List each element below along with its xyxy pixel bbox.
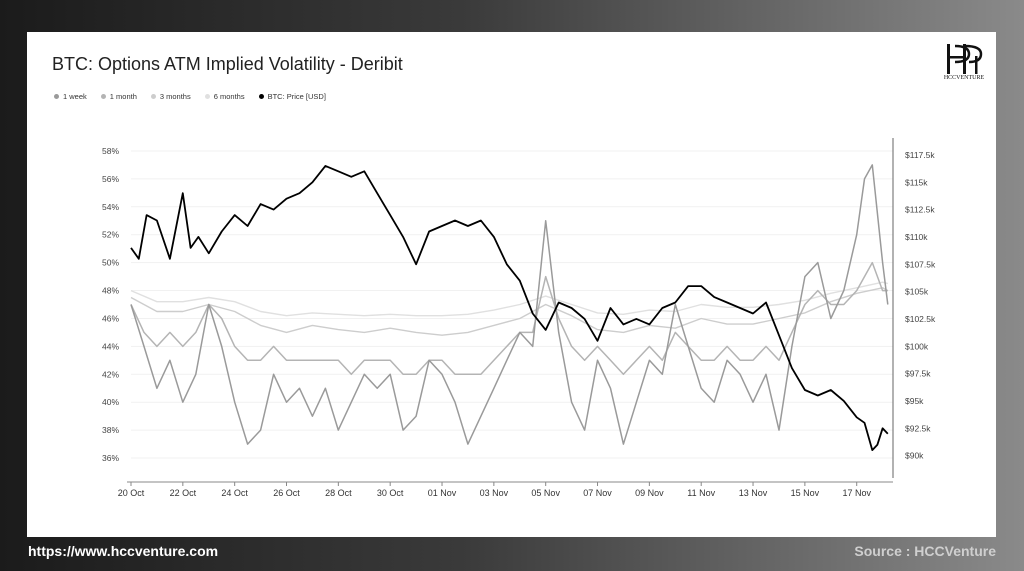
y-right-tick-label: $112.5k: [905, 205, 935, 215]
chart-plot: 58% 56% 54% 52% 50% 48% 46% 44% 42% 40% 38% 36% $117…: [102, 138, 936, 498]
chart-card: BTC: Options ATM Implied Volatility - De…: [27, 32, 996, 537]
y-right-tick-label: $92.5k: [905, 423, 931, 433]
y-right-tick-label: $102.5k: [905, 314, 936, 324]
y-right-tick-label: $115k: [905, 177, 928, 187]
legend-dot-1-month: [100, 94, 106, 99]
logo-text: HCCVENTURE: [943, 75, 985, 81]
legend-item-3-months[interactable]: 3 months: [150, 92, 191, 101]
chart-legend: 1 week 1 month 3 months 6 months BTC: Pr…: [54, 92, 326, 101]
y-left-tick-label: 42%: [102, 369, 119, 379]
legend-dot-3-months: [150, 94, 156, 99]
legend-item-6-months[interactable]: 6 months: [204, 92, 245, 101]
y-right-tick-label: $95k: [905, 396, 924, 406]
x-tick-label: 24 Oct: [221, 488, 248, 498]
series-line-btc-price: [130, 164, 889, 452]
y-right-tick-label: $107.5k: [905, 259, 936, 269]
footer-source: Source : HCCVenture: [854, 543, 996, 559]
series-line-6-months: [130, 281, 888, 317]
y-right-tick-label: $110k: [905, 232, 928, 242]
x-tick-label: 20 Oct: [118, 488, 145, 498]
y-left-tick-label: 40%: [102, 397, 119, 407]
y-right-tick-label: $100k: [905, 341, 929, 351]
legend-label-btc-price: BTC: Price [USD]: [267, 92, 326, 101]
x-tick-label: 26 Oct: [273, 488, 300, 498]
x-tick-label: 13 Nov: [739, 488, 768, 498]
y-right-tick-label: $97.5k: [905, 369, 931, 379]
series-line-3-months: [130, 287, 889, 336]
y-right-tick-label: $105k: [905, 287, 929, 297]
x-tick-label: 01 Nov: [428, 488, 457, 498]
legend-item-1-week[interactable]: 1 week: [54, 92, 87, 101]
y-left-tick-label: 52%: [102, 230, 119, 240]
x-tick-label: 09 Nov: [635, 488, 664, 498]
y-right-tick-label: $90k: [905, 451, 924, 461]
y-left-tick-label: 48%: [102, 286, 119, 296]
x-tick-label: 28 Oct: [325, 488, 352, 498]
y-left-tick-label: 56%: [102, 174, 119, 184]
legend-label-6-months: 6 months: [213, 92, 245, 101]
legend-dot-btc-price: [258, 94, 264, 99]
y-left-tick-label: 44%: [102, 341, 119, 351]
hccventure-logo: [947, 44, 983, 74]
y-left-tick-label: 54%: [102, 202, 119, 212]
legend-label-3-months: 3 months: [159, 92, 191, 101]
y-left-tick-label: 36%: [102, 453, 119, 463]
x-tick-label: 30 Oct: [377, 488, 404, 498]
y-left-tick-label: 58%: [102, 146, 119, 156]
series-line-1-week: [130, 164, 889, 445]
x-tick-label: 05 Nov: [531, 488, 560, 498]
y-left-tick-label: 50%: [102, 258, 119, 268]
x-tick-label: 07 Nov: [583, 488, 612, 498]
chart-title: BTC: Options ATM Implied Volatility - De…: [52, 54, 403, 74]
x-tick-label: 11 Nov: [687, 488, 715, 498]
y-right-tick-label: $117.5k: [905, 150, 935, 160]
legend-dot-6-months: [204, 94, 210, 99]
legend-item-1-month[interactable]: 1 month: [100, 92, 137, 101]
x-tick-label: 03 Nov: [480, 488, 509, 498]
footer-url-link[interactable]: https://www.hccventure.com: [28, 543, 219, 559]
x-tick-label: 17 Nov: [842, 488, 871, 498]
legend-label-1-month: 1 month: [109, 92, 137, 101]
legend-dot-1-week: [54, 94, 59, 99]
x-tick-label: 22 Oct: [170, 488, 197, 498]
y-left-tick-label: 46%: [102, 313, 119, 323]
legend-item-btc-price[interactable]: BTC: Price [USD]: [258, 92, 326, 101]
y-left-tick-label: 38%: [102, 425, 119, 435]
legend-label-1-week: 1 week: [63, 92, 87, 101]
x-tick-label: 15 Nov: [791, 488, 820, 498]
